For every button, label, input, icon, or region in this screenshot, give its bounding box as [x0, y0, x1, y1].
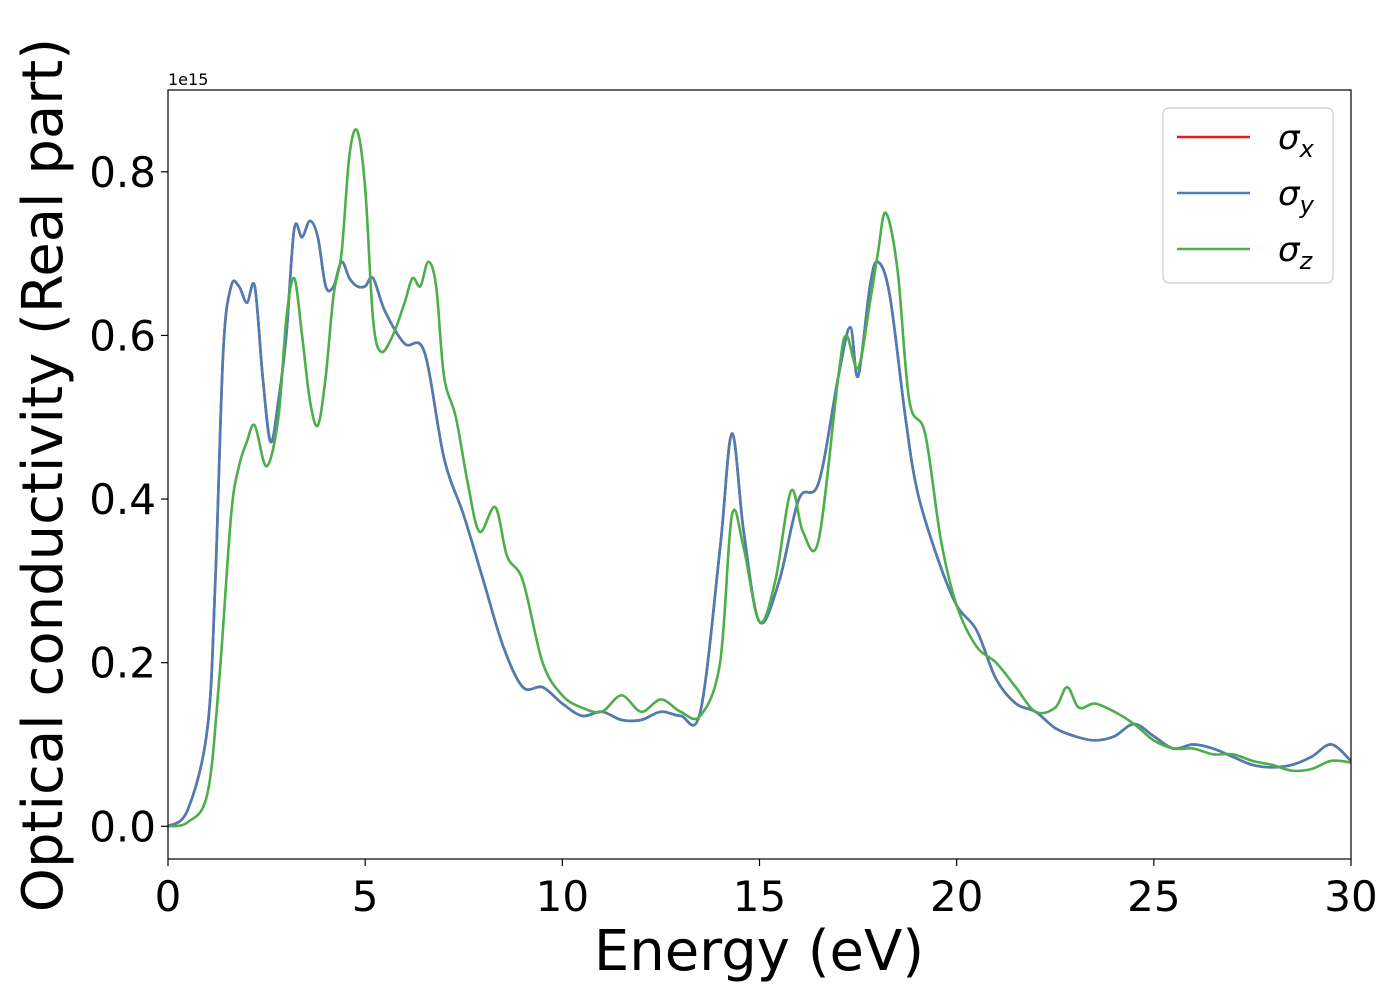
x-tick-label: 30 — [1324, 872, 1377, 921]
y-tick-label: 0.4 — [89, 475, 156, 524]
x-tick-label: 15 — [733, 872, 786, 921]
y-axis-ticks: 0.0 0.2 0.4 0.6 0.8 — [89, 148, 168, 851]
y-tick-label: 0.2 — [89, 639, 156, 688]
x-tick-label: 10 — [536, 872, 589, 921]
legend-box — [1162, 107, 1334, 284]
x-tick-label: 0 — [155, 872, 182, 921]
series-group — [168, 128, 1351, 828]
y-tick-label: 0.6 — [89, 311, 156, 360]
y-tick-label: 0.0 — [89, 802, 156, 851]
x-axis-title: Energy (eV) — [594, 919, 924, 984]
x-tick-label: 5 — [352, 872, 379, 921]
x-tick-label: 25 — [1127, 872, 1180, 921]
legend-label-x: σx — [1278, 118, 1315, 163]
x-axis-ticks: 0 5 10 15 20 25 30 — [155, 859, 1378, 921]
y-axis-title: Optical conductivity (Real part) — [11, 38, 76, 912]
y-offset-label: 1e15 — [168, 70, 208, 89]
series-line-z — [168, 128, 1351, 828]
x-tick-label: 20 — [930, 872, 983, 921]
legend-label-y: σy — [1278, 174, 1315, 219]
y-tick-label: 0.8 — [89, 148, 156, 197]
